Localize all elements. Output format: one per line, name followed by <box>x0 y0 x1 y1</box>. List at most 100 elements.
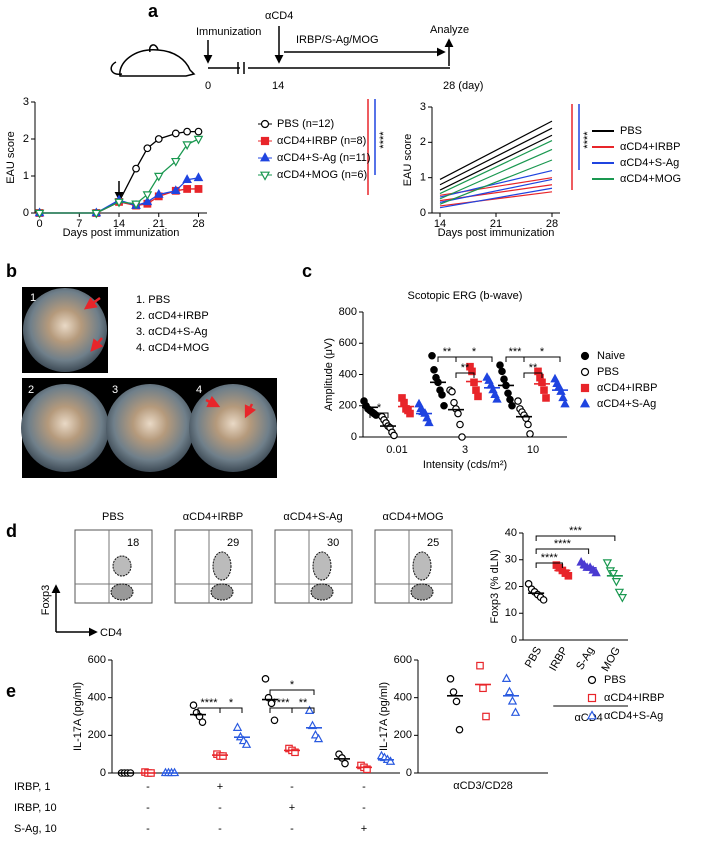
data-point <box>479 684 487 693</box>
data-point <box>508 401 516 410</box>
significance-bracket <box>523 372 543 378</box>
data-point <box>496 361 504 369</box>
significance-label: **** <box>200 697 218 709</box>
legend-label: Naive <box>597 350 625 362</box>
data-point <box>514 397 522 405</box>
fundus-number: 2 <box>28 384 34 396</box>
data-point <box>591 567 601 577</box>
y-tick-label: 800 <box>339 306 357 318</box>
data-point <box>446 675 455 683</box>
x-tick-label: 28 <box>192 218 204 230</box>
legend-label: αCD4+MOG <box>620 173 681 185</box>
legend-marker <box>587 675 597 685</box>
cell-population <box>110 583 134 601</box>
data-point <box>142 191 153 201</box>
x-axis-label: Intensity (cds/m²) <box>423 459 507 471</box>
data-point <box>424 417 434 427</box>
data-point <box>428 351 436 360</box>
data-point <box>449 688 458 696</box>
significance-label: * <box>540 346 545 358</box>
y-tick-label: 2 <box>23 133 29 145</box>
timeline-tick: 28 (day) <box>443 80 483 92</box>
significance-bracket <box>455 372 475 378</box>
legend-label: αCD4+IRBP <box>620 141 680 153</box>
data-point <box>501 673 512 682</box>
legend-label: PBS <box>620 125 642 137</box>
legend-label: αCD4+MOG (n=6) <box>277 169 367 181</box>
x-axis-label: Days post immunization <box>63 227 180 239</box>
legend-label: αCD4+S-Ag <box>604 710 663 722</box>
data-point <box>341 759 349 768</box>
data-point <box>504 389 512 398</box>
timeline-tick: 0 <box>205 80 211 92</box>
stimulation-cell: - <box>146 781 150 793</box>
fit-line <box>439 140 553 195</box>
significance-label: ** <box>443 346 452 358</box>
data-point <box>504 686 515 696</box>
data-point <box>560 398 570 408</box>
data-point <box>304 705 315 715</box>
stimulation-cell: - <box>218 802 222 814</box>
data-point <box>241 739 252 748</box>
legend-marker <box>580 351 590 361</box>
data-point <box>291 748 299 757</box>
y-tick-label: 3 <box>420 101 426 113</box>
stimulation-label: IRBP, 1 <box>14 781 51 793</box>
flow-axis-label: Foxp3 <box>40 585 52 616</box>
y-axis-label: Foxp3 (% dLN) <box>489 550 501 624</box>
legend-label: PBS (n=12) <box>277 118 334 130</box>
timeline-event: IRBP/S-Ag/MOG <box>296 34 379 46</box>
gate-percentage: 25 <box>427 537 439 549</box>
data-point <box>458 433 466 441</box>
significance-label: *** <box>569 525 583 537</box>
chart-title: Scotopic ERG (b-wave) <box>408 290 523 302</box>
significance-label: **** <box>378 131 390 149</box>
fit-line <box>439 134 553 191</box>
panel-label: b <box>6 261 17 281</box>
data-point <box>450 398 458 407</box>
data-point <box>198 718 207 726</box>
data-point <box>538 378 546 387</box>
cell-population <box>112 555 132 577</box>
data-point <box>193 172 204 182</box>
data-point <box>363 765 371 774</box>
data-point <box>143 144 152 153</box>
y-tick-label: 200 <box>339 400 357 412</box>
legend-label: PBS <box>597 366 619 378</box>
panel-label: c <box>302 261 312 281</box>
data-point <box>510 707 521 716</box>
significance-label: * <box>377 402 382 414</box>
data-point <box>454 409 462 418</box>
significance-label: *** <box>509 346 523 358</box>
fundus-number: 1 <box>30 292 36 304</box>
data-point <box>448 387 456 396</box>
data-point <box>313 733 324 743</box>
data-point <box>476 661 484 670</box>
y-tick-label: 30 <box>505 554 517 566</box>
data-point <box>524 420 532 429</box>
panel-label: e <box>6 681 16 701</box>
data-point <box>474 392 482 401</box>
data-point <box>193 135 204 145</box>
legend-marker <box>580 383 590 393</box>
stimulation-label: IRBP, 10 <box>14 802 57 814</box>
x-tick-label: 0.01 <box>386 444 407 456</box>
significance-bracket <box>535 548 590 554</box>
fit-line <box>439 159 553 205</box>
data-point <box>183 127 192 136</box>
data-point <box>438 391 446 399</box>
x-tick-label: S-Ag <box>574 645 597 672</box>
legend-label: αCD4+S-Ag (n=11) <box>277 152 371 164</box>
significance-label: **** <box>541 552 559 564</box>
cell-population <box>310 583 334 601</box>
fundus <box>21 384 109 472</box>
legend-label: αCD4+S-Ag <box>620 157 679 169</box>
y-tick-label: 20 <box>505 580 517 592</box>
significance-label: **** <box>582 131 594 149</box>
timeline-event: Analyze <box>430 24 469 36</box>
y-tick-label: 0 <box>406 767 412 779</box>
y-axis-label: Amplitude (μV) <box>323 338 335 411</box>
x-axis-label: Days post immunization <box>438 227 555 239</box>
flow-title: PBS <box>102 511 124 523</box>
y-tick-label: 200 <box>88 729 106 741</box>
